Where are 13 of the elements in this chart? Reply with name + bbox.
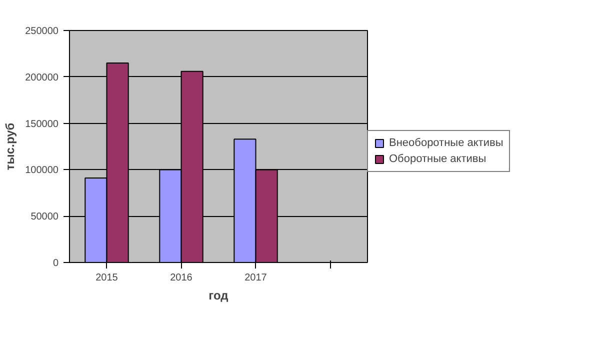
x-tick-label: 2016 [170, 272, 193, 284]
y-tick-label: 200000 [25, 72, 59, 84]
legend-label: Оборотные активы [389, 153, 486, 165]
x-axis-title: год [208, 288, 229, 302]
y-tick-label: 250000 [25, 26, 59, 37]
x-tick-label: 2015 [96, 272, 118, 284]
y-tick-label: 0 [52, 258, 59, 269]
legend-label: Внеоборотные активы [389, 137, 504, 149]
y-tick-label: 50000 [30, 212, 59, 223]
y-axis-title: тыс.руб [3, 122, 18, 170]
y-tick-label: 100000 [25, 165, 59, 176]
x-tick-label: 2017 [244, 272, 268, 284]
y-tick-label: 150000 [25, 118, 59, 130]
